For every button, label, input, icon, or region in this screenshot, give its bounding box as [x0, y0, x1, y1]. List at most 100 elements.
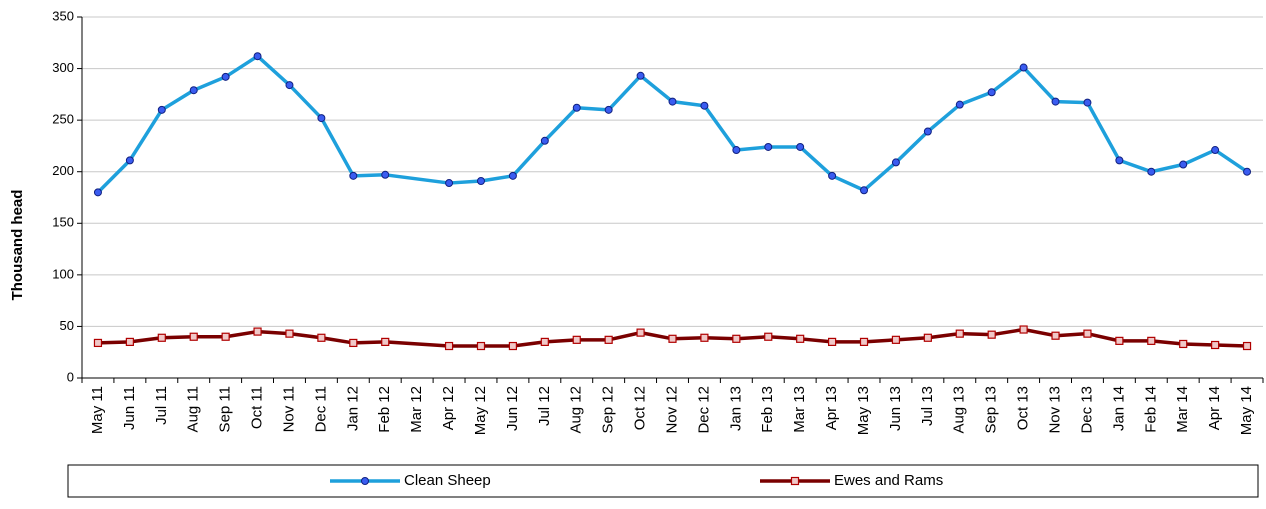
marker — [189, 332, 198, 341]
marker — [700, 333, 709, 342]
marker — [221, 332, 230, 341]
marker — [1083, 98, 1092, 107]
line-segment — [1213, 148, 1249, 174]
line-segment — [1149, 162, 1185, 174]
x-tick-label: Jun 12 — [504, 386, 521, 431]
x-tick-label: Oct 13 — [1015, 386, 1032, 430]
x-tick-label: Jun 13 — [887, 386, 904, 431]
line-segment — [798, 145, 834, 178]
line-segment — [574, 106, 611, 112]
line-segment — [191, 75, 228, 92]
line-segment — [670, 99, 707, 108]
line-segment — [128, 336, 164, 344]
marker — [923, 333, 932, 342]
line-segment — [1149, 339, 1185, 346]
line-segment — [1213, 343, 1249, 348]
x-tick-label: Dec 12 — [695, 386, 712, 434]
line-segment — [287, 83, 324, 120]
marker — [1115, 156, 1124, 165]
line-segment — [511, 340, 547, 348]
marker — [891, 335, 901, 344]
x-tick-label: Jul 13 — [919, 386, 936, 426]
line-segment — [638, 74, 675, 104]
marker — [827, 337, 837, 346]
line-segment — [926, 102, 962, 134]
marker — [1243, 167, 1252, 176]
line-segment — [734, 334, 771, 341]
line-segment — [543, 106, 579, 143]
line-segment — [223, 329, 260, 339]
line-segment — [319, 336, 356, 345]
line-segment — [1181, 342, 1217, 347]
marker — [157, 105, 166, 114]
line-segment — [96, 158, 132, 195]
line-segment — [989, 327, 1026, 337]
line-segment — [958, 331, 994, 337]
y-tick-label: 100 — [52, 266, 74, 281]
x-tick-label: Aug 12 — [568, 386, 585, 434]
line-segment — [319, 116, 356, 178]
marker — [157, 333, 166, 342]
x-tick-label: Jan 13 — [727, 386, 744, 431]
marker — [508, 341, 518, 351]
x-tick-label: Dec 11 — [312, 386, 329, 432]
marker — [636, 328, 645, 337]
marker — [540, 136, 549, 145]
x-tick-label: Nov 11 — [280, 386, 297, 432]
x-tick-label: Jul 11 — [153, 386, 170, 425]
line-segment — [1117, 158, 1154, 174]
marker — [790, 476, 800, 486]
x-tick-label: Sep 13 — [983, 386, 1000, 434]
x-tick-label: Nov 13 — [1046, 386, 1063, 434]
x-tick-label: Apr 14 — [1206, 386, 1223, 430]
line-segment — [702, 103, 739, 152]
line-segment — [926, 331, 962, 340]
y-tick-label: 200 — [52, 163, 74, 178]
line-segment — [96, 340, 132, 345]
marker — [1179, 160, 1188, 169]
x-tick-label: Feb 14 — [1142, 386, 1159, 433]
marker — [764, 332, 773, 341]
marker — [1115, 336, 1124, 345]
x-tick-label: Dec 13 — [1078, 386, 1095, 434]
marker — [381, 337, 390, 346]
marker — [1211, 340, 1220, 350]
line-segment — [383, 340, 451, 348]
marker — [285, 329, 294, 338]
marker — [604, 335, 613, 344]
line-segment — [702, 336, 739, 341]
line-segment — [606, 330, 643, 342]
marker — [1019, 63, 1028, 72]
marker — [796, 142, 805, 151]
line-segment — [798, 337, 834, 344]
y-tick-label: 0 — [67, 369, 74, 384]
marker — [317, 333, 326, 342]
x-tick-label: May 13 — [855, 386, 872, 435]
line-segment — [223, 54, 260, 79]
marker — [540, 337, 549, 346]
marker — [732, 334, 741, 343]
y-tick-label: 50 — [60, 318, 74, 333]
marker — [317, 114, 326, 123]
y-tick-label: 300 — [52, 60, 74, 75]
marker — [764, 142, 773, 151]
x-tick-label: Jun 11 — [121, 386, 138, 430]
marker — [1019, 325, 1028, 334]
line-segment — [958, 90, 994, 107]
line-segment — [766, 334, 802, 341]
marker — [349, 338, 358, 348]
line-segment — [160, 88, 196, 112]
x-tick-label: Aug 13 — [951, 386, 968, 434]
marker — [349, 171, 358, 180]
marker — [253, 327, 262, 336]
line-segment — [447, 179, 483, 185]
marker — [1179, 339, 1188, 349]
line-segment — [989, 65, 1026, 95]
marker — [891, 158, 900, 167]
legend-box — [67, 464, 1259, 498]
marker — [1242, 341, 1252, 351]
line-segment — [351, 340, 387, 345]
x-tick-label: Mar 13 — [791, 386, 808, 433]
marker — [636, 71, 645, 80]
legend-label: Ewes and Rams — [834, 472, 943, 489]
